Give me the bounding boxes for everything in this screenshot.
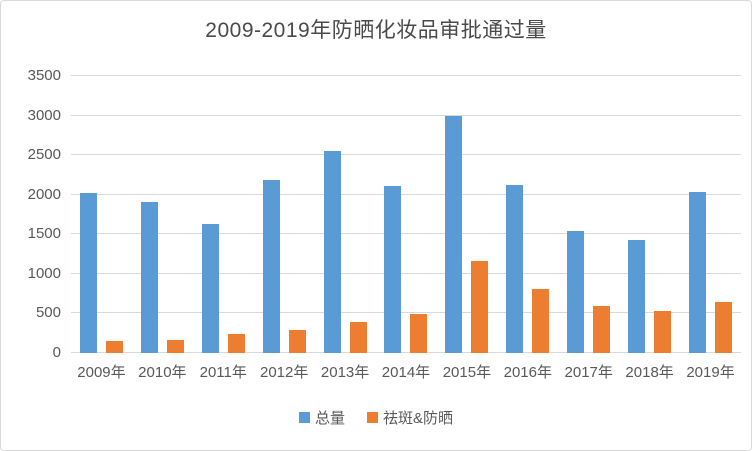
x-tick-label-2010年: 2010年 bbox=[138, 364, 187, 381]
bar-祛斑&防晒-2017年 bbox=[593, 306, 611, 353]
x-tick-label-2018年: 2018年 bbox=[625, 364, 674, 381]
bar-groups bbox=[71, 76, 741, 353]
bar-总量-2011年 bbox=[201, 224, 219, 353]
x-axis-tick-labels: 2009年 2010年 2011年 2012年 2013年 2014年 2015年 2016年… bbox=[71, 361, 741, 382]
bar-group-2019年 bbox=[680, 76, 741, 353]
x-tick-label-2019年: 2019年 bbox=[686, 364, 735, 381]
bar-祛斑&防晒-2014年 bbox=[410, 314, 428, 353]
bar-总量-2015年 bbox=[445, 115, 463, 353]
x-tick-label-2009年: 2009年 bbox=[77, 364, 126, 381]
legend-item-祛斑&防晒: 祛斑&防晒 bbox=[367, 407, 453, 428]
legend-item-总量: 总量 bbox=[298, 407, 345, 428]
x-tick-label-2017年: 2017年 bbox=[564, 364, 613, 381]
gridline-500 bbox=[71, 312, 741, 314]
bar-总量-2009年 bbox=[79, 193, 97, 353]
bar-group-2016年 bbox=[497, 76, 558, 353]
bar-group-2012年 bbox=[254, 76, 315, 353]
bar-group-2009年 bbox=[71, 76, 132, 353]
bar-总量-2017年 bbox=[567, 231, 585, 353]
chart-title: 2009-2019年防晒化妆品审批通过量 bbox=[205, 19, 547, 42]
bar-group-2015年 bbox=[436, 76, 497, 353]
plot-area bbox=[71, 75, 741, 353]
y-tick-label-1500: 1500 bbox=[27, 225, 61, 243]
y-tick-label-3000: 3000 bbox=[27, 106, 61, 124]
bar-祛斑&防晒-2018年 bbox=[654, 310, 672, 353]
y-tick-label-1000: 1000 bbox=[27, 264, 61, 282]
bar-总量-2018年 bbox=[628, 240, 646, 353]
bar-祛斑&防晒-2013年 bbox=[349, 321, 367, 353]
gridline-2000 bbox=[71, 193, 741, 195]
gridline-3500 bbox=[71, 75, 741, 76]
legend-swatch-icon bbox=[298, 412, 310, 423]
bar-总量-2010年 bbox=[140, 201, 158, 353]
y-tick-label-500: 500 bbox=[35, 304, 61, 322]
legend-swatch-icon bbox=[367, 412, 378, 423]
y-tick-label-2000: 2000 bbox=[27, 185, 61, 203]
x-tick-label-2016年: 2016年 bbox=[503, 364, 552, 381]
bar-group-2014年 bbox=[376, 76, 437, 353]
bar-group-2011年 bbox=[193, 76, 254, 353]
bar-祛斑&防晒-2009年 bbox=[105, 340, 123, 353]
gridline-2500 bbox=[71, 154, 741, 156]
bar-祛斑&防晒-2012年 bbox=[288, 330, 306, 353]
bar-祛斑&防晒-2011年 bbox=[227, 334, 245, 353]
bar-祛斑&防晒-2016年 bbox=[532, 289, 550, 353]
x-tick-label-2014年: 2014年 bbox=[381, 364, 431, 381]
x-tick-label-2011年: 2011年 bbox=[199, 364, 247, 381]
bar-总量-2013年 bbox=[323, 151, 341, 353]
y-tick-label-0: 0 bbox=[52, 344, 61, 361]
gridline-0 bbox=[71, 352, 741, 353]
x-tick-label-2015年: 2015年 bbox=[442, 364, 492, 381]
gridline-1000 bbox=[71, 272, 741, 274]
bar-总量-2012年 bbox=[262, 179, 280, 353]
bar-group-2013年 bbox=[315, 76, 376, 353]
x-tick-label-2012年: 2012年 bbox=[259, 364, 309, 381]
bar-group-2010年 bbox=[132, 76, 193, 353]
y-tick-label-2500: 2500 bbox=[27, 146, 61, 164]
x-tick-label-2013年: 2013年 bbox=[320, 364, 370, 381]
bar-总量-2016年 bbox=[506, 185, 524, 353]
bar-祛斑&防晒-2010年 bbox=[166, 339, 184, 353]
legend-label: 总量 bbox=[314, 410, 345, 427]
bar-祛斑&防晒-2015年 bbox=[471, 260, 489, 353]
gridline-1500 bbox=[71, 233, 741, 235]
bar-group-2018年 bbox=[619, 76, 680, 353]
y-tick-label-3500: 3500 bbox=[27, 67, 61, 84]
legend-label: 祛斑&防晒 bbox=[383, 410, 454, 427]
gridline-3000 bbox=[71, 114, 741, 116]
bar-总量-2014年 bbox=[384, 186, 402, 353]
legend: 总量 祛斑&防晒 bbox=[1, 407, 751, 428]
bar-总量-2019年 bbox=[689, 191, 707, 353]
bar-group-2017年 bbox=[558, 76, 619, 353]
bar-祛斑&防晒-2019年 bbox=[715, 301, 733, 353]
